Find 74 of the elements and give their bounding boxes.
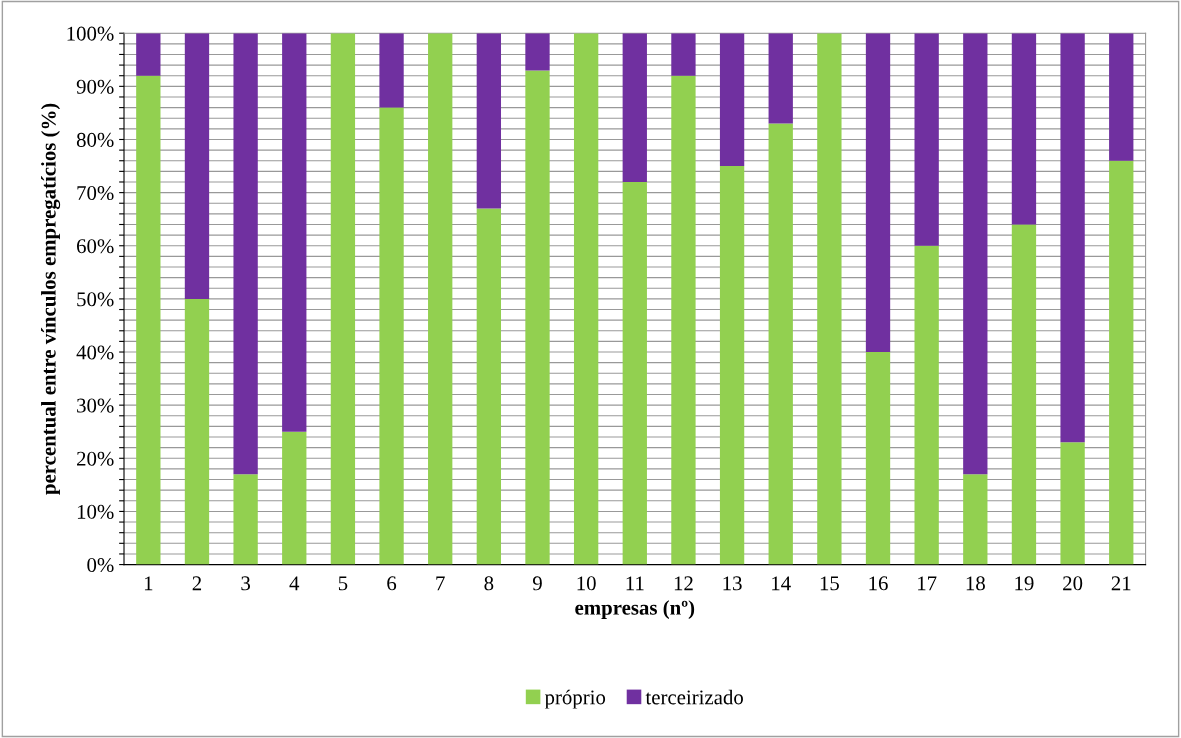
y-axis-title: percentual entre vínculos empregatícios (%) [41, 103, 61, 495]
bar [184, 33, 210, 299]
legend-label: terceirizado [645, 689, 743, 705]
bar [719, 33, 745, 167]
x-axis-title: empresas (nº) [575, 600, 695, 620]
x-tick-label: 13 [723, 576, 742, 591]
bar [573, 33, 599, 565]
x-tick-label: 17 [918, 576, 937, 591]
x-tick-label: 18 [966, 576, 985, 591]
bar [817, 33, 842, 565]
bar [1109, 160, 1134, 565]
bar [428, 33, 453, 565]
bar [379, 107, 404, 565]
y-tick-label: 0% [87, 557, 114, 573]
bar [963, 474, 988, 565]
legend-label: próprio [544, 689, 606, 709]
x-tick-label: 8 [484, 576, 494, 591]
x-tick-label: 5 [338, 576, 348, 591]
bar [379, 33, 404, 108]
bar [865, 352, 891, 565]
bar [914, 33, 939, 246]
y-tick-label: 40% [76, 345, 114, 360]
x-tick-label: 16 [869, 576, 888, 591]
x-tick-label: 2 [192, 576, 202, 591]
y-tick-label: 10% [77, 504, 114, 519]
bar [622, 33, 647, 182]
bar [330, 33, 356, 565]
x-tick-label: 12 [674, 576, 693, 591]
bar [914, 245, 939, 565]
x-tick-label: 1 [144, 576, 153, 591]
x-tick-label: 14 [772, 576, 791, 591]
bar [476, 33, 502, 209]
y-tick-label: 30% [77, 398, 114, 413]
bar [1011, 33, 1037, 225]
bar [233, 474, 258, 565]
bar [525, 33, 550, 71]
bar [671, 75, 696, 565]
bar [719, 166, 745, 565]
bar [1060, 33, 1085, 443]
y-tick-label: 80% [76, 132, 114, 147]
x-tick-label: 19 [1015, 576, 1034, 591]
y-tick-label: 20% [77, 451, 114, 466]
x-tick-label: 15 [820, 576, 839, 591]
bar [525, 70, 550, 565]
bar [282, 431, 307, 565]
bar [1011, 224, 1037, 565]
bar [233, 33, 258, 475]
bar [671, 33, 696, 76]
bar [768, 33, 793, 124]
x-tick-label: 11 [626, 576, 644, 591]
x-tick-label: 10 [577, 576, 596, 591]
bar [136, 33, 161, 76]
x-tick-label: 21 [1111, 576, 1131, 591]
x-tick-label: 3 [241, 576, 251, 591]
bar [865, 33, 891, 353]
y-tick-label: 90% [76, 79, 114, 94]
bar [184, 298, 210, 565]
y-tick-label: 50% [77, 292, 114, 307]
bar [476, 208, 502, 565]
y-tick-label: 60% [76, 239, 114, 254]
x-tick-label: 7 [436, 576, 445, 591]
x-tick-label: 6 [387, 576, 397, 591]
bar [136, 75, 161, 565]
bar [1060, 442, 1085, 565]
bar [622, 181, 647, 565]
x-tick-label: 20 [1063, 576, 1083, 591]
bar [768, 123, 793, 565]
bar [1109, 33, 1134, 161]
y-tick-label: 100% [67, 26, 114, 41]
bar [963, 33, 988, 475]
bar [282, 33, 307, 432]
y-tick-label: 70% [77, 185, 114, 201]
x-tick-label: 9 [532, 576, 542, 591]
x-tick-label: 4 [289, 576, 300, 591]
